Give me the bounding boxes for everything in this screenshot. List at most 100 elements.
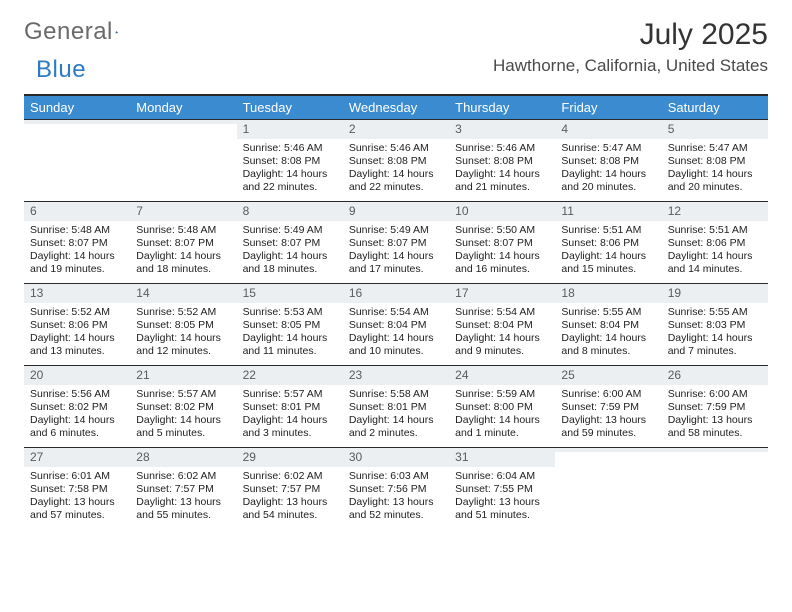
day-cell: 4Sunrise: 5:47 AM Sunset: 8:08 PM Daylig…	[555, 120, 661, 201]
week-row: 27Sunrise: 6:01 AM Sunset: 7:58 PM Dayli…	[24, 447, 768, 529]
day-number: 27	[24, 448, 130, 467]
day-cell: 30Sunrise: 6:03 AM Sunset: 7:56 PM Dayli…	[343, 448, 449, 529]
day-number: 24	[449, 366, 555, 385]
day-cell: 24Sunrise: 5:59 AM Sunset: 8:00 PM Dayli…	[449, 366, 555, 447]
day-cell	[24, 120, 130, 201]
weeks-container: 1Sunrise: 5:46 AM Sunset: 8:08 PM Daylig…	[24, 119, 768, 529]
weekday-wed: Wednesday	[343, 96, 449, 119]
day-body: Sunrise: 5:47 AM Sunset: 8:08 PM Dayligh…	[662, 139, 768, 201]
day-number: 19	[662, 284, 768, 303]
day-number: 7	[130, 202, 236, 221]
day-body: Sunrise: 5:49 AM Sunset: 8:07 PM Dayligh…	[237, 221, 343, 283]
day-cell: 12Sunrise: 5:51 AM Sunset: 8:06 PM Dayli…	[662, 202, 768, 283]
day-number: 9	[343, 202, 449, 221]
day-cell: 20Sunrise: 5:56 AM Sunset: 8:02 PM Dayli…	[24, 366, 130, 447]
day-body: Sunrise: 5:58 AM Sunset: 8:01 PM Dayligh…	[343, 385, 449, 447]
day-cell: 11Sunrise: 5:51 AM Sunset: 8:06 PM Dayli…	[555, 202, 661, 283]
day-number: 1	[237, 120, 343, 139]
day-body: Sunrise: 5:51 AM Sunset: 8:06 PM Dayligh…	[662, 221, 768, 283]
day-cell: 2Sunrise: 5:46 AM Sunset: 8:08 PM Daylig…	[343, 120, 449, 201]
day-cell	[555, 448, 661, 529]
day-number: 18	[555, 284, 661, 303]
day-body: Sunrise: 5:52 AM Sunset: 8:05 PM Dayligh…	[130, 303, 236, 365]
day-cell: 16Sunrise: 5:54 AM Sunset: 8:04 PM Dayli…	[343, 284, 449, 365]
day-body: Sunrise: 5:55 AM Sunset: 8:03 PM Dayligh…	[662, 303, 768, 365]
day-cell: 26Sunrise: 6:00 AM Sunset: 7:59 PM Dayli…	[662, 366, 768, 447]
day-body: Sunrise: 5:52 AM Sunset: 8:06 PM Dayligh…	[24, 303, 130, 365]
day-cell: 5Sunrise: 5:47 AM Sunset: 8:08 PM Daylig…	[662, 120, 768, 201]
day-body: Sunrise: 5:56 AM Sunset: 8:02 PM Dayligh…	[24, 385, 130, 447]
day-body: Sunrise: 5:48 AM Sunset: 8:07 PM Dayligh…	[24, 221, 130, 283]
day-cell: 9Sunrise: 5:49 AM Sunset: 8:07 PM Daylig…	[343, 202, 449, 283]
brand-text-2: Blue	[36, 56, 86, 84]
brand-triangle-icon	[115, 21, 119, 43]
day-cell: 10Sunrise: 5:50 AM Sunset: 8:07 PM Dayli…	[449, 202, 555, 283]
day-body: Sunrise: 5:50 AM Sunset: 8:07 PM Dayligh…	[449, 221, 555, 283]
day-number: 4	[555, 120, 661, 139]
location-subtitle: Hawthorne, California, United States	[493, 56, 768, 76]
day-cell: 21Sunrise: 5:57 AM Sunset: 8:02 PM Dayli…	[130, 366, 236, 447]
day-cell	[662, 448, 768, 529]
day-cell: 31Sunrise: 6:04 AM Sunset: 7:55 PM Dayli…	[449, 448, 555, 529]
weekday-thu: Thursday	[449, 96, 555, 119]
day-number: 14	[130, 284, 236, 303]
day-cell: 25Sunrise: 6:00 AM Sunset: 7:59 PM Dayli…	[555, 366, 661, 447]
day-body: Sunrise: 6:02 AM Sunset: 7:57 PM Dayligh…	[130, 467, 236, 529]
week-row: 6Sunrise: 5:48 AM Sunset: 8:07 PM Daylig…	[24, 201, 768, 283]
day-body: Sunrise: 5:48 AM Sunset: 8:07 PM Dayligh…	[130, 221, 236, 283]
day-number: 25	[555, 366, 661, 385]
day-body: Sunrise: 5:53 AM Sunset: 8:05 PM Dayligh…	[237, 303, 343, 365]
day-number: 29	[237, 448, 343, 467]
day-body: Sunrise: 5:46 AM Sunset: 8:08 PM Dayligh…	[237, 139, 343, 201]
day-number: 31	[449, 448, 555, 467]
day-cell: 22Sunrise: 5:57 AM Sunset: 8:01 PM Dayli…	[237, 366, 343, 447]
day-cell: 3Sunrise: 5:46 AM Sunset: 8:08 PM Daylig…	[449, 120, 555, 201]
day-body: Sunrise: 5:51 AM Sunset: 8:06 PM Dayligh…	[555, 221, 661, 283]
day-cell: 6Sunrise: 5:48 AM Sunset: 8:07 PM Daylig…	[24, 202, 130, 283]
day-body: Sunrise: 5:54 AM Sunset: 8:04 PM Dayligh…	[449, 303, 555, 365]
day-body: Sunrise: 6:01 AM Sunset: 7:58 PM Dayligh…	[24, 467, 130, 529]
weekday-header: Sunday Monday Tuesday Wednesday Thursday…	[24, 96, 768, 119]
day-body: Sunrise: 6:02 AM Sunset: 7:57 PM Dayligh…	[237, 467, 343, 529]
day-number: 21	[130, 366, 236, 385]
day-number: 10	[449, 202, 555, 221]
day-cell: 23Sunrise: 5:58 AM Sunset: 8:01 PM Dayli…	[343, 366, 449, 447]
day-body: Sunrise: 6:04 AM Sunset: 7:55 PM Dayligh…	[449, 467, 555, 529]
day-body: Sunrise: 5:57 AM Sunset: 8:02 PM Dayligh…	[130, 385, 236, 447]
day-number: 3	[449, 120, 555, 139]
week-row: 20Sunrise: 5:56 AM Sunset: 8:02 PM Dayli…	[24, 365, 768, 447]
day-number: 15	[237, 284, 343, 303]
day-cell: 29Sunrise: 6:02 AM Sunset: 7:57 PM Dayli…	[237, 448, 343, 529]
day-cell: 28Sunrise: 6:02 AM Sunset: 7:57 PM Dayli…	[130, 448, 236, 529]
day-number: 23	[343, 366, 449, 385]
day-body: Sunrise: 5:54 AM Sunset: 8:04 PM Dayligh…	[343, 303, 449, 365]
day-number: 2	[343, 120, 449, 139]
day-cell: 27Sunrise: 6:01 AM Sunset: 7:58 PM Dayli…	[24, 448, 130, 529]
weekday-sat: Saturday	[662, 96, 768, 119]
day-body	[662, 452, 768, 514]
day-body: Sunrise: 6:03 AM Sunset: 7:56 PM Dayligh…	[343, 467, 449, 529]
brand-text-1: General	[24, 18, 113, 46]
day-body: Sunrise: 5:49 AM Sunset: 8:07 PM Dayligh…	[343, 221, 449, 283]
day-number: 6	[24, 202, 130, 221]
day-number: 26	[662, 366, 768, 385]
day-cell	[130, 120, 236, 201]
day-cell: 15Sunrise: 5:53 AM Sunset: 8:05 PM Dayli…	[237, 284, 343, 365]
day-body: Sunrise: 5:47 AM Sunset: 8:08 PM Dayligh…	[555, 139, 661, 201]
day-number: 20	[24, 366, 130, 385]
day-body	[130, 124, 236, 186]
day-cell: 7Sunrise: 5:48 AM Sunset: 8:07 PM Daylig…	[130, 202, 236, 283]
day-number: 11	[555, 202, 661, 221]
day-body: Sunrise: 5:59 AM Sunset: 8:00 PM Dayligh…	[449, 385, 555, 447]
day-number: 12	[662, 202, 768, 221]
day-cell: 8Sunrise: 5:49 AM Sunset: 8:07 PM Daylig…	[237, 202, 343, 283]
weekday-fri: Friday	[555, 96, 661, 119]
day-cell: 13Sunrise: 5:52 AM Sunset: 8:06 PM Dayli…	[24, 284, 130, 365]
day-body: Sunrise: 5:46 AM Sunset: 8:08 PM Dayligh…	[449, 139, 555, 201]
day-number: 16	[343, 284, 449, 303]
day-number: 22	[237, 366, 343, 385]
day-body	[555, 452, 661, 514]
day-cell: 14Sunrise: 5:52 AM Sunset: 8:05 PM Dayli…	[130, 284, 236, 365]
day-body: Sunrise: 5:55 AM Sunset: 8:04 PM Dayligh…	[555, 303, 661, 365]
day-number: 30	[343, 448, 449, 467]
